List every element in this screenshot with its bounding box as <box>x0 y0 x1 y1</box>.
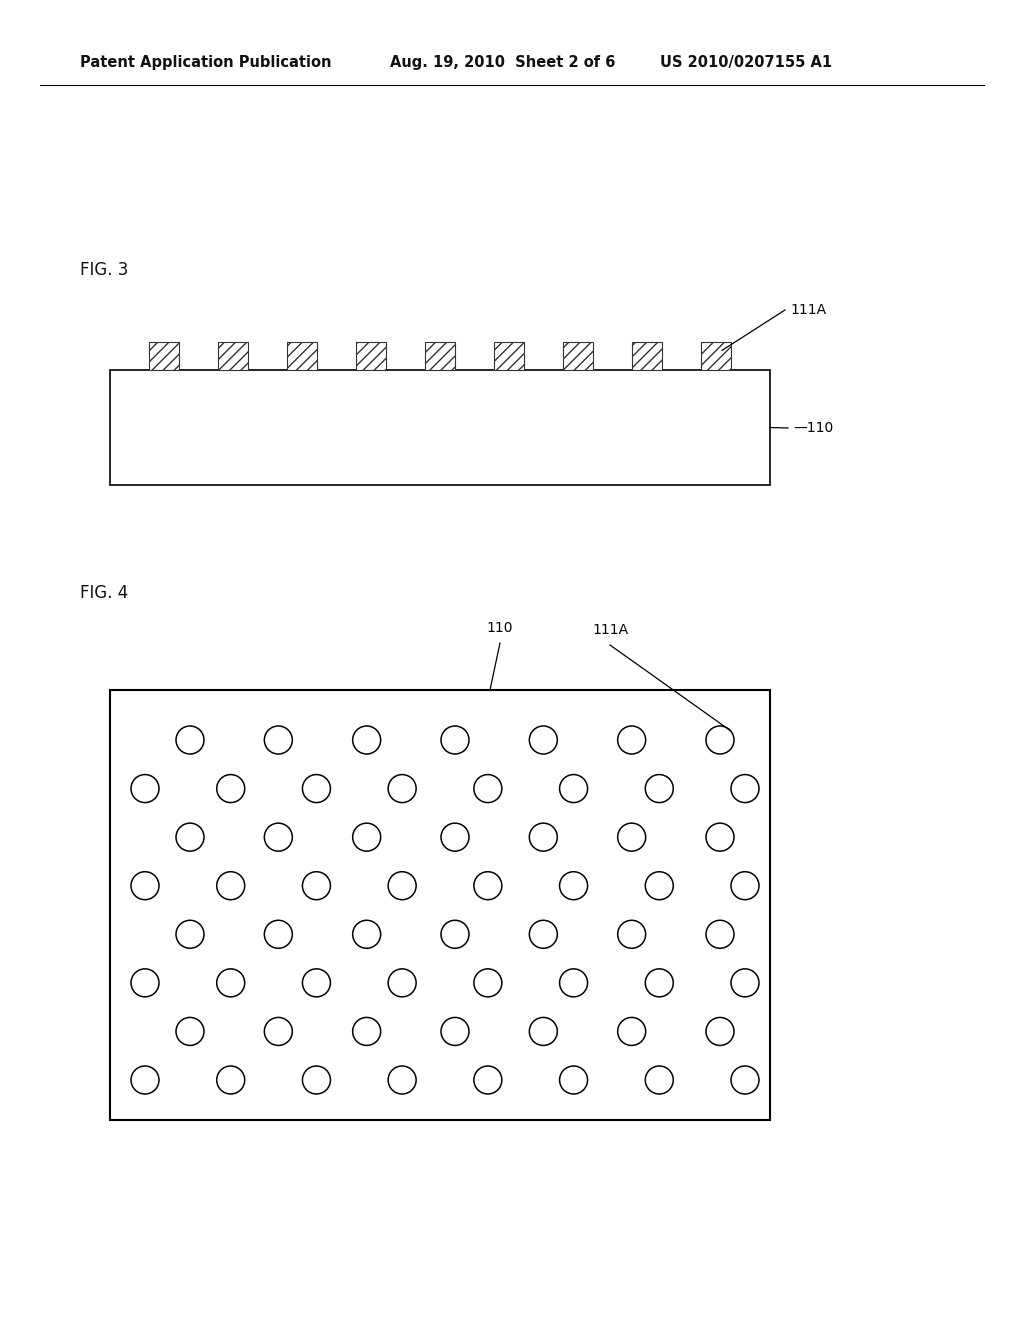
Text: 111A: 111A <box>592 623 628 638</box>
Bar <box>425 342 455 370</box>
Text: FIG. 4: FIG. 4 <box>80 583 128 602</box>
Text: US 2010/0207155 A1: US 2010/0207155 A1 <box>660 54 833 70</box>
Bar <box>632 342 662 370</box>
Text: FIG. 3: FIG. 3 <box>80 261 128 279</box>
Text: 111A: 111A <box>790 304 826 317</box>
Bar <box>218 342 248 370</box>
Bar <box>563 342 593 370</box>
Bar <box>287 342 317 370</box>
Bar <box>110 370 770 484</box>
Bar <box>150 342 179 370</box>
Text: Aug. 19, 2010  Sheet 2 of 6: Aug. 19, 2010 Sheet 2 of 6 <box>390 54 615 70</box>
Bar <box>494 342 524 370</box>
Bar <box>110 690 770 1119</box>
Bar <box>701 342 731 370</box>
Bar <box>356 342 386 370</box>
Text: 110: 110 <box>486 620 513 635</box>
Text: —110: —110 <box>793 421 834 436</box>
Text: Patent Application Publication: Patent Application Publication <box>80 54 332 70</box>
